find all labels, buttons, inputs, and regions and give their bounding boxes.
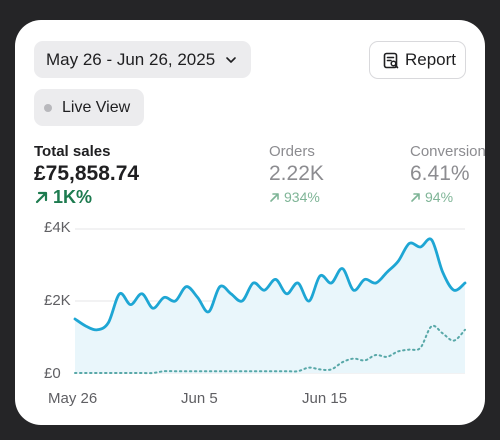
x-tick-label: Jun 15 xyxy=(302,390,348,407)
metric-value: 6.41% xyxy=(410,162,470,185)
metric-value: 2.22K xyxy=(269,162,324,185)
sales-chart[interactable] xyxy=(15,20,485,425)
metric-change-value: 94% xyxy=(425,189,454,205)
x-tick-label: Jun 5 xyxy=(181,390,218,407)
arrow-up-right-icon xyxy=(35,191,48,203)
sales-area-fill xyxy=(75,238,465,373)
arrow-up-right-icon xyxy=(270,192,279,202)
metric-change: 1K% xyxy=(34,188,139,206)
metric-label: Total sales xyxy=(34,143,111,160)
metric-change: 94% xyxy=(410,188,485,206)
live-view-button[interactable]: Live View xyxy=(34,89,144,126)
comparison-series-line xyxy=(74,324,466,375)
metric-label: Orders xyxy=(269,143,315,160)
y-tick-label: £0 xyxy=(44,365,61,382)
metric-label: Conversion xyxy=(410,143,485,160)
sales-series-line xyxy=(73,237,467,332)
report-icon xyxy=(383,52,399,68)
metric-change: 934% xyxy=(269,188,324,206)
live-status-dot xyxy=(44,103,52,112)
arrow-up-right-icon xyxy=(411,192,420,202)
live-view-label: Live View xyxy=(62,98,131,116)
chevron-down-icon xyxy=(226,56,236,63)
metric-conversion[interactable]: Conversion 6.41% 94% xyxy=(410,143,485,206)
date-range-label: May 26 - Jun 26, 2025 xyxy=(46,49,216,69)
metric-orders[interactable]: Orders 2.22K 934% xyxy=(269,143,324,206)
metric-change-value: 934% xyxy=(284,189,320,205)
metric-change-value: 1K% xyxy=(53,187,93,207)
x-tick-label: May 26 xyxy=(48,390,98,407)
y-tick-label: £4K xyxy=(44,219,71,236)
sales-card: May 26 - Jun 26, 2025 Report Live View T… xyxy=(15,20,485,425)
metric-total-sales[interactable]: Total sales £75,858.74 1K% xyxy=(34,143,139,206)
report-button[interactable]: Report xyxy=(369,41,466,79)
report-label: Report xyxy=(405,50,457,69)
date-range-picker[interactable]: May 26 - Jun 26, 2025 xyxy=(34,41,251,78)
metric-value: £75,858.74 xyxy=(34,162,140,185)
y-tick-label: £2K xyxy=(44,292,71,309)
